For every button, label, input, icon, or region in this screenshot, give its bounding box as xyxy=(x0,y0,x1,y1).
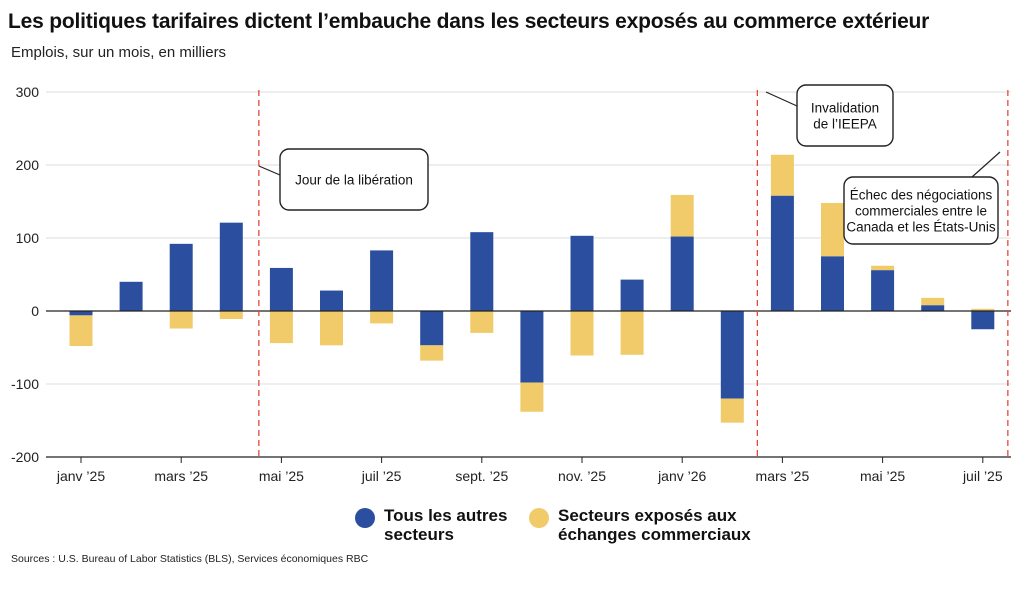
annotation-box xyxy=(796,84,894,147)
x-tick-label: mai ’25 xyxy=(259,468,304,484)
x-tick-label: mai ’25 xyxy=(860,468,905,484)
legend-item-trade-exposed: Secteurs exposés aux échanges commerciau… xyxy=(529,506,758,544)
bar-other-sectors xyxy=(620,279,644,311)
bar-other-sectors xyxy=(871,270,895,311)
annotation-text: de l’IEEPA xyxy=(813,117,877,132)
bar-trade-exposed xyxy=(320,311,343,346)
bar-other-sectors xyxy=(720,311,744,399)
annotation-text: Canada et les États-Unis xyxy=(846,220,996,235)
annotation-text: Échec des négociations xyxy=(850,188,993,203)
legend-label-trade-exposed: Secteurs exposés aux échanges commerciau… xyxy=(558,506,751,544)
bar-other-sectors xyxy=(670,236,694,311)
bar-other-sectors xyxy=(370,250,394,311)
x-tick-label: juil ’25 xyxy=(361,468,402,484)
bar-trade-exposed xyxy=(520,382,544,412)
bar-other-sectors xyxy=(520,311,544,383)
legend-item-other-sectors: Tous les autres secteurs xyxy=(355,506,534,544)
bar-trade-exposed xyxy=(720,398,744,423)
bar-other-sectors xyxy=(219,222,243,311)
x-tick-label: juil ’25 xyxy=(962,468,1003,484)
x-tick-label: mars ’25 xyxy=(756,468,810,484)
annotation-text: Invalidation xyxy=(811,101,879,116)
y-tick-label: -100 xyxy=(11,376,39,392)
bar-other-sectors xyxy=(269,267,293,311)
x-tick-label: sept. ’25 xyxy=(455,468,508,484)
y-tick-label: -200 xyxy=(11,449,39,465)
bar-trade-exposed xyxy=(620,311,644,355)
bar-other-sectors xyxy=(119,281,143,311)
bar-trade-exposed xyxy=(821,202,844,257)
annotation-leader xyxy=(765,91,798,107)
bar-trade-exposed xyxy=(219,311,243,320)
y-tick-label: 200 xyxy=(16,157,40,173)
bar-other-sectors xyxy=(470,232,494,311)
x-tick-label: janv ’25 xyxy=(56,468,105,484)
annotation-text: commerciales entre le xyxy=(855,204,987,219)
annotation-text: Jour de la libération xyxy=(295,173,413,188)
x-tick-label: nov. ’25 xyxy=(558,468,606,484)
chart-legend: Tous les autres secteurs Secteurs exposé… xyxy=(0,506,1023,556)
annotation-leader xyxy=(971,151,1001,178)
bar-other-sectors xyxy=(821,256,844,311)
bar-trade-exposed xyxy=(370,311,394,324)
bar-other-sectors xyxy=(420,311,444,346)
bar-trade-exposed xyxy=(570,311,594,356)
bar-other-sectors xyxy=(971,311,995,330)
bar-other-sectors xyxy=(69,311,93,316)
bar-other-sectors xyxy=(169,243,193,311)
bar-trade-exposed xyxy=(921,297,945,306)
bar-trade-exposed xyxy=(971,308,995,311)
legend-swatch-trade-exposed xyxy=(529,508,549,528)
y-tick-label: 100 xyxy=(16,230,40,246)
chart-plot: -200 -100 0 100 200 300 janv ’25 mars ’25 mai ’2… xyxy=(11,84,1011,484)
x-tick-label: mars ’25 xyxy=(154,468,208,484)
bar-trade-exposed xyxy=(470,311,494,333)
bar-trade-exposed xyxy=(269,311,293,344)
annotation-box xyxy=(279,148,429,211)
bar-trade-exposed xyxy=(169,311,193,329)
legend-swatch-other-sectors xyxy=(355,508,375,528)
bar-trade-exposed xyxy=(420,345,444,361)
y-tick-label: 0 xyxy=(31,303,39,319)
bar-trade-exposed xyxy=(871,265,895,271)
bar-other-sectors xyxy=(770,195,794,311)
bar-trade-exposed xyxy=(69,315,93,347)
x-tick-label: janv ’26 xyxy=(657,468,706,484)
chart-title: Les politiques tarifaires dictent l’emba… xyxy=(8,10,930,33)
legend-label-other-sectors: Tous les autres secteurs xyxy=(384,506,508,544)
y-tick-label: 300 xyxy=(16,84,40,100)
chart-source: Sources : U.S. Bureau of Labor Statistic… xyxy=(11,553,369,565)
bar-other-sectors xyxy=(570,235,594,311)
chart-subtitle: Emplois, sur un mois, en milliers xyxy=(11,44,227,61)
annotation-leader xyxy=(258,165,281,176)
annotation-box xyxy=(843,176,999,245)
bar-other-sectors xyxy=(921,305,945,311)
bar-trade-exposed xyxy=(770,154,794,196)
bar-other-sectors xyxy=(320,290,343,311)
bar-trade-exposed xyxy=(670,194,694,237)
